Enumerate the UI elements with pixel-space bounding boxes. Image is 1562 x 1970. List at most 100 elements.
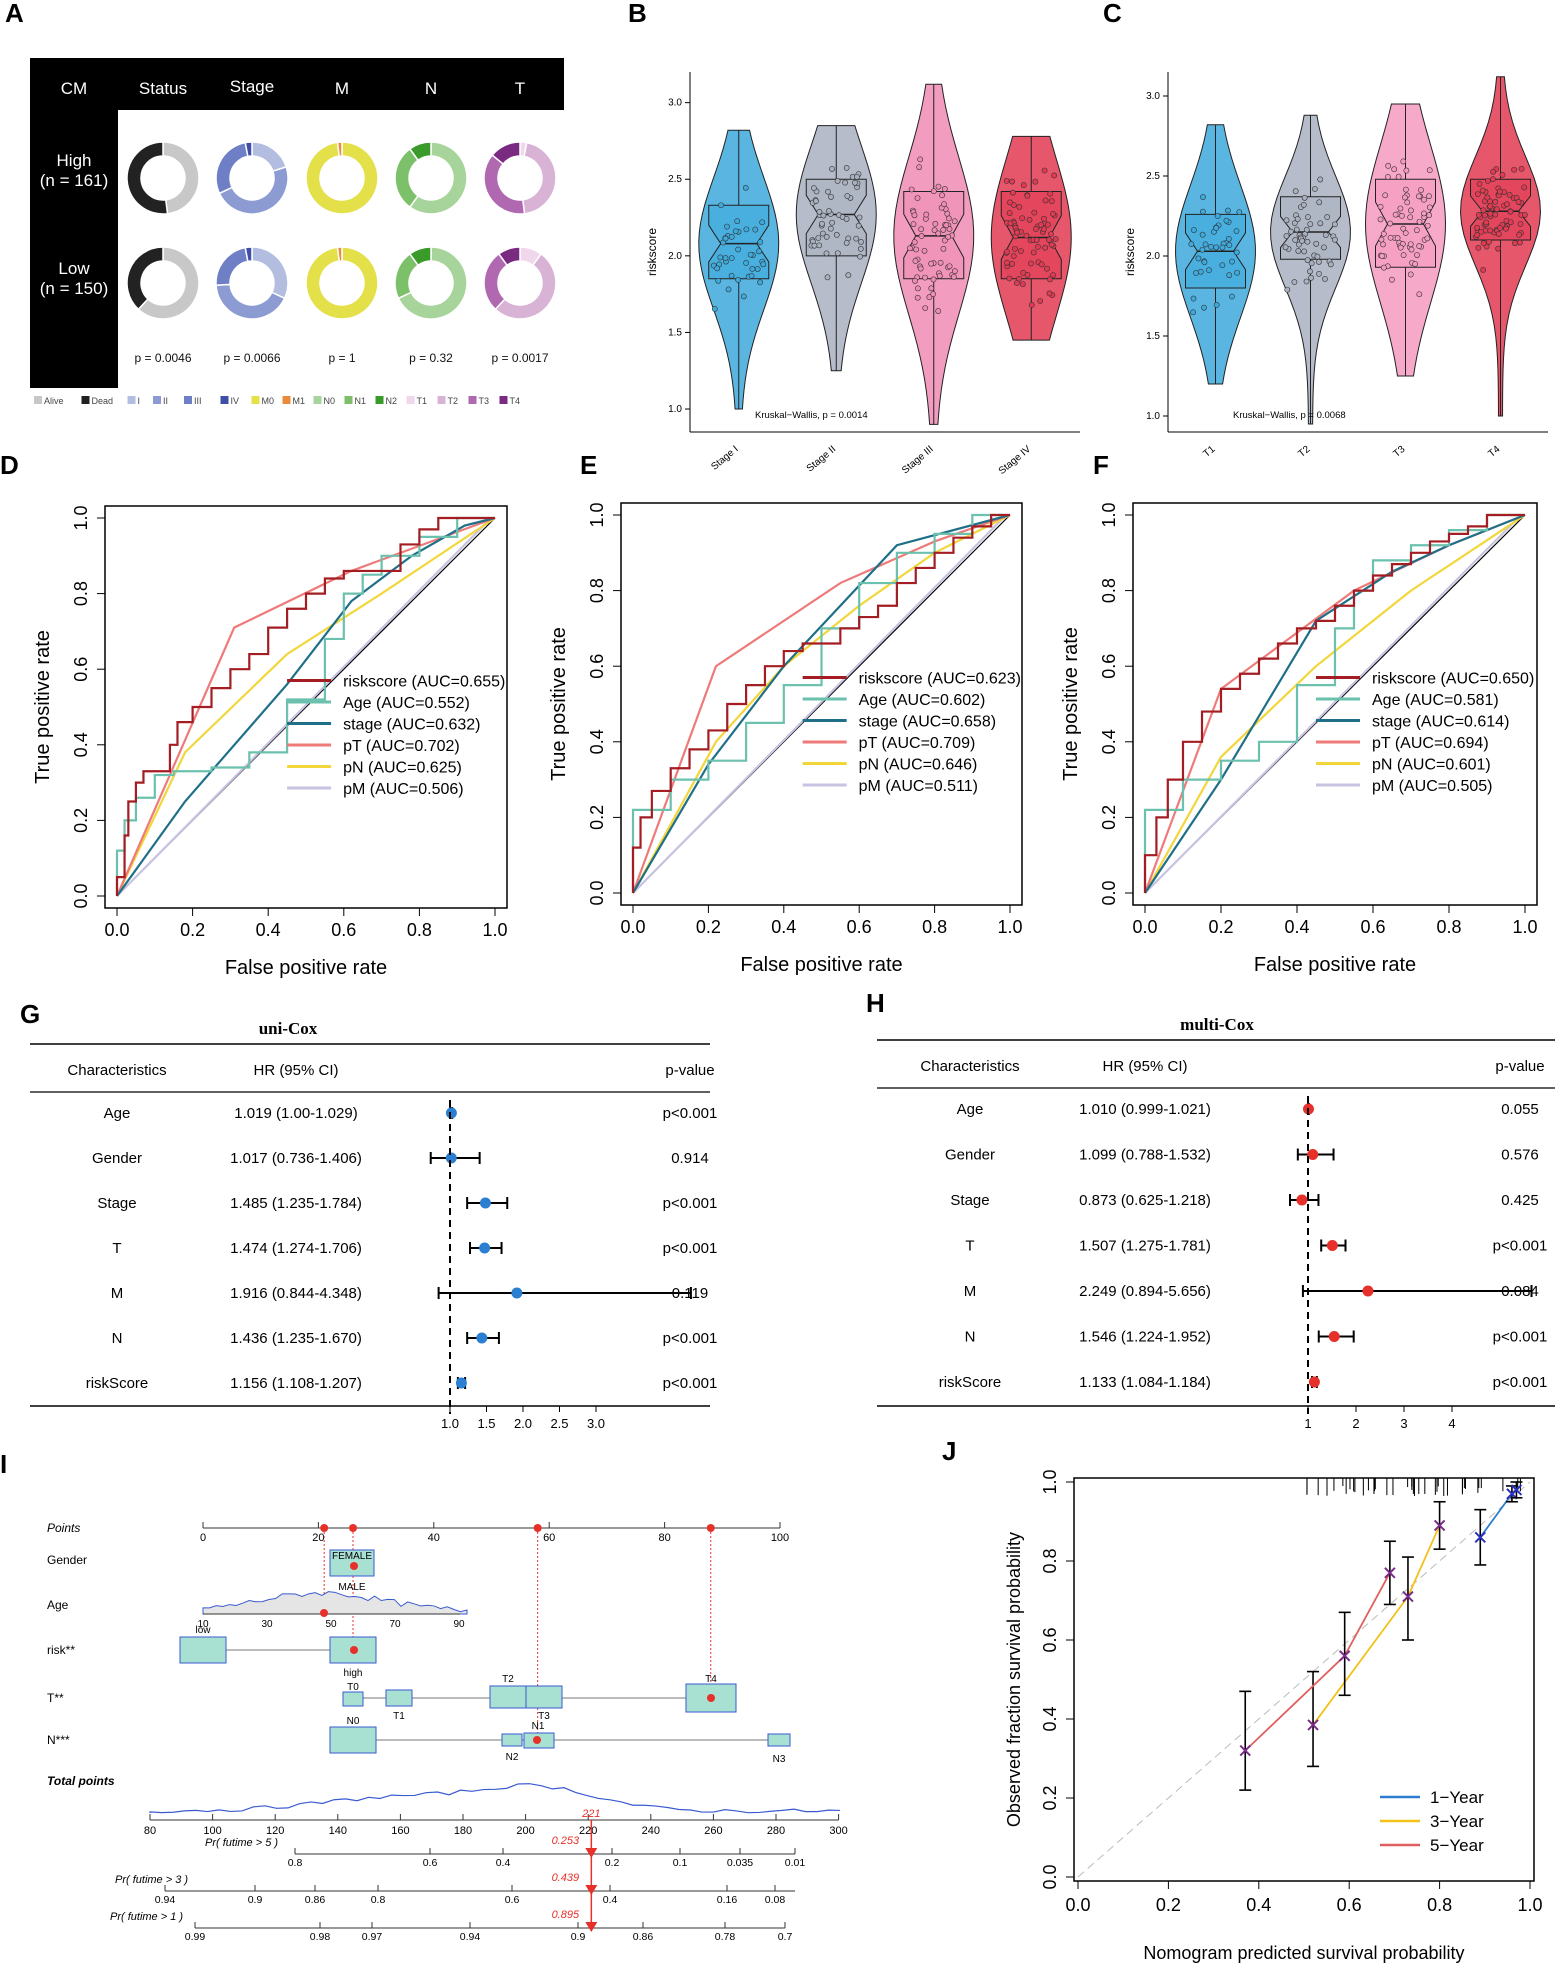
x-tick-label: 0.6 (1337, 1895, 1362, 1915)
panel-j-calibration: 0.00.0 0.2 0.2 0.4 0.4 0.6 0.6 0.8 0.8 1.0 1.0 Nomo… (1004, 1469, 1543, 1963)
point-3-28 (1507, 208, 1514, 215)
panel-a-heatmap: CM Status Stage M N T High (n = 161) Low… (30, 58, 564, 406)
point-0-14 (743, 260, 749, 266)
legend-a-swatch-14 (499, 396, 508, 404)
roc-line-stage (116, 516, 496, 897)
point-0-12 (743, 226, 750, 233)
point-3-45 (1480, 266, 1487, 273)
legend-label-4: pN (AUC=0.646) (859, 757, 978, 774)
y-tick-label: 1.0 (587, 502, 607, 527)
point-3-64 (1051, 172, 1058, 179)
roc-line-pT (115, 516, 496, 897)
point-2-54 (908, 186, 915, 193)
pr3-tick-label: 0.16 (717, 1894, 738, 1906)
point-0-31 (725, 286, 732, 293)
point-2-20 (1414, 252, 1420, 258)
point-2-4 (1387, 220, 1394, 227)
y-tick-label: 0.2 (587, 805, 607, 830)
point-1-42 (823, 250, 830, 257)
panel-letter-d: D (0, 450, 19, 480)
legend-a-swatch-9 (344, 396, 353, 404)
legend-label-2: stage (AUC=0.658) (859, 714, 996, 731)
point-1-23 (1283, 233, 1290, 239)
x-tick-label: 0.2 (696, 917, 721, 937)
risk-low-label: low (195, 1625, 211, 1636)
point-0-28 (711, 306, 718, 312)
point-2-3 (1391, 166, 1398, 173)
point-2-59 (1397, 244, 1404, 251)
x-tick-label: 0.4 (1246, 1895, 1271, 1915)
row-p-1: 0.576 (1501, 1147, 1539, 1164)
point-2-0 (922, 305, 929, 312)
x-tick-label-1: Stage II (805, 444, 838, 475)
point-1-16 (1324, 214, 1331, 220)
donut-high-3-seg-1 (394, 147, 420, 209)
point-0-36 (728, 233, 735, 240)
row-low-label: Low (58, 259, 90, 278)
points-tick-label: 80 (658, 1532, 670, 1544)
donut-low-2-seg-0 (305, 246, 379, 320)
point-3-19 (1484, 177, 1491, 184)
calib-line-1 (1312, 1525, 1441, 1726)
point-1-38 (1331, 221, 1338, 228)
point-1-44 (1292, 188, 1299, 195)
total-tick-label: 240 (642, 1825, 660, 1837)
point-2-53 (1415, 193, 1422, 200)
point-0-30 (1233, 228, 1240, 235)
point-1-36 (1294, 216, 1301, 222)
point-2-23 (914, 285, 921, 292)
y-tick-label: 2.5 (1146, 171, 1160, 182)
legend-label-3: pT (AUC=0.709) (859, 735, 976, 752)
row-p-3: p<0.001 (1493, 1238, 1548, 1255)
point-2-25 (911, 239, 918, 246)
donut-high-3-seg-2 (408, 141, 432, 162)
point-2-33 (1384, 173, 1391, 180)
legend-a-swatch-7 (282, 396, 291, 404)
point-2-22 (1380, 230, 1387, 237)
point-3-44 (1042, 197, 1049, 204)
x-tick-label: 1.0 (1517, 1895, 1542, 1915)
point-3-17 (1024, 192, 1031, 199)
point-3-46 (1503, 225, 1509, 232)
total-tick-label: 300 (829, 1825, 847, 1837)
point-3-15 (1518, 165, 1525, 172)
point-1-41 (1316, 270, 1322, 277)
plot-frame (104, 505, 508, 909)
pr3-tick-label: 0.6 (505, 1894, 520, 1906)
age-tick-label: 10 (197, 1619, 209, 1630)
point-3-53 (1048, 241, 1055, 248)
point-2-61 (1424, 235, 1431, 242)
point-3-74 (1048, 231, 1054, 238)
row-name-3: T (112, 1240, 121, 1257)
point-1-44 (858, 238, 864, 245)
n-box-3 (767, 1733, 791, 1747)
x-tick-label: 0.8 (407, 920, 432, 940)
header-t: T (515, 79, 525, 98)
x-tick-label: 1.0 (441, 1416, 459, 1431)
pr5-tick-label: 0.035 (727, 1857, 753, 1869)
pr5-arrow (585, 1848, 598, 1858)
point-2-36 (946, 226, 953, 232)
point-3-57 (1474, 232, 1480, 238)
legend-label-1: Age (AUC=0.602) (859, 692, 986, 709)
point-2-39 (911, 212, 918, 219)
y-tick-label: 1.0 (1146, 411, 1160, 422)
point-3-68 (1044, 265, 1050, 272)
panel-letter-h: H (866, 988, 885, 1018)
point-0-16 (1200, 194, 1206, 200)
point-3-14 (1489, 176, 1496, 183)
row-high-n: (n = 161) (40, 171, 109, 190)
point-3-9 (1041, 215, 1047, 222)
y-tick-label: 2.5 (668, 174, 682, 185)
point-0-38 (1193, 270, 1199, 276)
point-3-57 (1048, 198, 1055, 205)
total-tick-label: 280 (767, 1825, 785, 1837)
point-2-11 (1408, 207, 1414, 214)
legend-a-swatch-8 (313, 396, 322, 404)
row-hr-5: 1.436 (1.235-1.670) (230, 1330, 362, 1347)
legend-a-label-9: N1 (355, 396, 367, 406)
legend-a-swatch-6 (251, 396, 260, 404)
y-tick-label: 0.8 (71, 581, 91, 606)
row-name-1: Gender (945, 1147, 995, 1164)
point-2-45 (1407, 214, 1414, 221)
